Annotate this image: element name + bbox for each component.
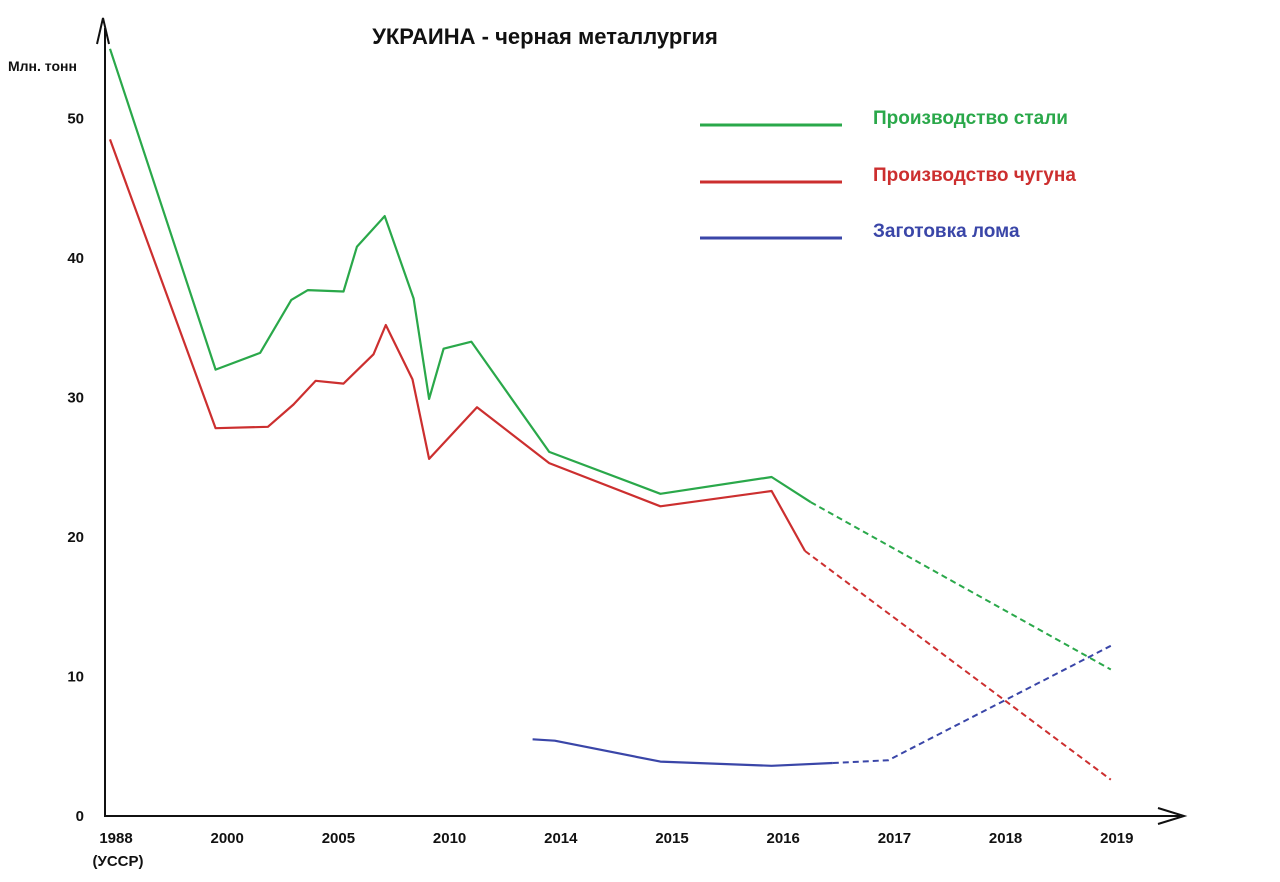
y-tick-label: 10 xyxy=(67,669,84,686)
legend-label: Заготовка лома xyxy=(873,221,1020,242)
legend-label: Производство чугуна xyxy=(873,165,1076,186)
chart-title: УКРАИНА - черная металлургия xyxy=(372,24,718,49)
legend: Производство стали Производство чугуна Заг… xyxy=(700,108,1076,242)
series-2-dashed-line xyxy=(832,644,1112,764)
y-tick-label: 50 xyxy=(67,111,84,128)
x-tick-label: 2000 xyxy=(211,830,244,847)
series-2-solid-line xyxy=(532,738,833,767)
x-tick-label: 2005 xyxy=(322,830,355,847)
x-axis-arrow xyxy=(1157,807,1188,825)
x-tick-label: 2015 xyxy=(655,830,688,847)
y-tick-label: 40 xyxy=(67,250,84,267)
axes xyxy=(96,17,1188,825)
series-lines xyxy=(108,48,1112,781)
y-tick-label: 20 xyxy=(67,529,84,546)
x-tick-label: 2016 xyxy=(767,830,800,847)
series-1-dashed-line xyxy=(804,550,1112,781)
x-ticks: 1988 (УССР) 2000 2005 2010 2014 2015 2016 2017 20… xyxy=(93,830,1134,870)
series-1-solid-line xyxy=(108,139,806,552)
x-tick-label: 2010 xyxy=(433,830,466,847)
series-0-solid-line xyxy=(108,48,812,504)
y-tick-label: 30 xyxy=(67,390,84,407)
x-tick-label: 2018 xyxy=(989,830,1022,847)
y-ticks: 0 10 20 30 40 50 xyxy=(67,111,84,826)
y-axis-arrow xyxy=(96,17,110,45)
y-tick-label: 0 xyxy=(76,808,84,825)
x-tick-label: 2019 xyxy=(1100,830,1133,847)
y-axis-label: Млн. тонн xyxy=(8,58,77,74)
x-tick-sublabel: (УССР) xyxy=(93,853,144,870)
x-tick-label: 2017 xyxy=(878,830,911,847)
x-tick-label: 1988 xyxy=(99,830,132,847)
series-0-dashed-line xyxy=(810,501,1112,671)
legend-label: Производство стали xyxy=(873,108,1068,129)
x-tick-label: 2014 xyxy=(544,830,578,847)
